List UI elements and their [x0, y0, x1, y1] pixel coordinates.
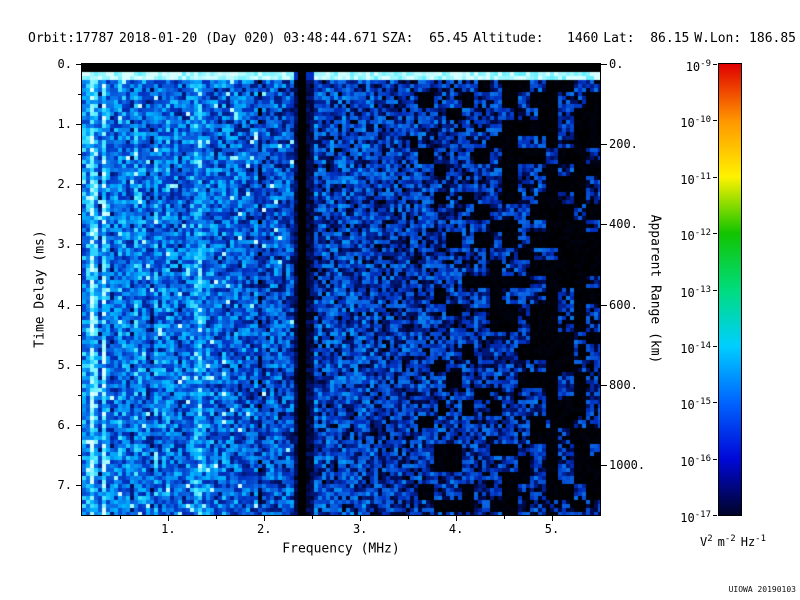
y2-tick: [601, 224, 607, 226]
header-datetime: 2018-01-20 (Day 020) 03:48:44.671: [118, 31, 378, 46]
y-tick-label: 7.: [57, 477, 72, 492]
y2-tick-label: 1000.: [609, 457, 646, 472]
spectrogram-frame: [81, 63, 601, 516]
y2-tick: [601, 144, 607, 146]
unit-quantity: m: [717, 535, 725, 549]
x-tick: [552, 516, 554, 521]
x-minor-tick: [216, 516, 218, 519]
unit-quantity: Hz: [740, 535, 756, 549]
colorbar: [718, 63, 742, 516]
y-axis-title: Time Delay (ms): [32, 230, 48, 348]
x-minor-tick: [504, 516, 506, 519]
colorbar-tick-label: 10-9: [685, 59, 711, 74]
y2-tick: [601, 384, 607, 386]
colorbar-tick: [713, 402, 717, 404]
y2-tick-label: 400.: [609, 217, 638, 232]
header-sza: SZA: 65.45: [382, 31, 469, 46]
unit-exponent: -1: [755, 534, 767, 544]
x-tick-label: 1.: [161, 522, 176, 536]
y2-tick: [601, 64, 607, 65]
y-tick-label: 4.: [57, 297, 72, 312]
x-tick-label: 2.: [257, 522, 272, 536]
colorbar-tick-label: 10-10: [680, 115, 711, 131]
colorbar-tick: [713, 64, 717, 65]
x-tick-label: 5.: [544, 522, 560, 536]
y2-tick: [601, 304, 607, 306]
x-axis-title: Frequency (MHz): [282, 541, 400, 557]
y-tick-label: 2.: [57, 177, 72, 192]
header-altitude: Altitude: 1460: [473, 31, 599, 46]
header-lat: Lat: 86.15: [603, 31, 690, 46]
colorbar-tick: [713, 515, 717, 516]
y-tick-label: 0.: [57, 57, 72, 71]
x-tick: [168, 516, 170, 521]
colorbar-tick: [713, 345, 717, 347]
colorbar-tick-label: 10-16: [680, 453, 711, 469]
colorbar-tick: [713, 120, 717, 122]
header-orbit: Orbit:17787: [28, 31, 115, 46]
y2-tick-label: 200.: [609, 137, 638, 152]
spectrogram-canvas: [82, 64, 600, 515]
colorbar-tick: [713, 233, 717, 235]
colorbar-tick-label: 10-11: [680, 171, 711, 187]
colorbar-tick: [713, 176, 717, 178]
y2-axis-title: Apparent Range (km): [647, 214, 663, 364]
x-tick-label: 4.: [448, 522, 464, 536]
x-minor-tick: [120, 516, 122, 519]
unit-exponent: -2: [724, 534, 736, 544]
y2-tick: [601, 464, 607, 466]
x-tick: [264, 516, 266, 521]
colorbar-unit: V2 m-2 Hz-1: [683, 534, 783, 549]
y-tick-label: 1.: [57, 117, 72, 132]
x-minor-tick: [408, 516, 410, 519]
y2-tick-label: 0.: [609, 57, 624, 71]
x-tick: [456, 516, 458, 521]
colorbar-tick: [713, 458, 717, 460]
colorbar-tick-label: 10-14: [680, 340, 711, 356]
header-info: Orbit:17787 2018-01-20 (Day 020) 03:48:4…: [28, 31, 796, 46]
y2-tick-label: 600.: [609, 297, 638, 312]
x-minor-tick: [312, 516, 314, 519]
header-wlon: W.Lon: 186.85: [694, 31, 796, 46]
colorbar-tick-label: 10-15: [680, 397, 711, 413]
colorbar-tick-label: 10-13: [680, 284, 711, 300]
colorbar-tick-label: 10-17: [680, 510, 711, 525]
unit-exponent: 2: [707, 534, 713, 544]
x-tick: [360, 516, 362, 521]
unit-quantity: V: [699, 535, 708, 549]
colorbar-tick-label: 10-12: [680, 228, 711, 244]
y-tick-label: 3.: [57, 237, 72, 252]
y-tick-label: 6.: [57, 417, 72, 432]
credit-text: UIOWA 20190103: [728, 585, 796, 594]
y-tick-label: 5.: [57, 357, 72, 372]
colorbar-tick: [713, 289, 717, 291]
x-tick-label: 3.: [352, 522, 368, 536]
y2-tick-label: 800.: [609, 377, 638, 392]
